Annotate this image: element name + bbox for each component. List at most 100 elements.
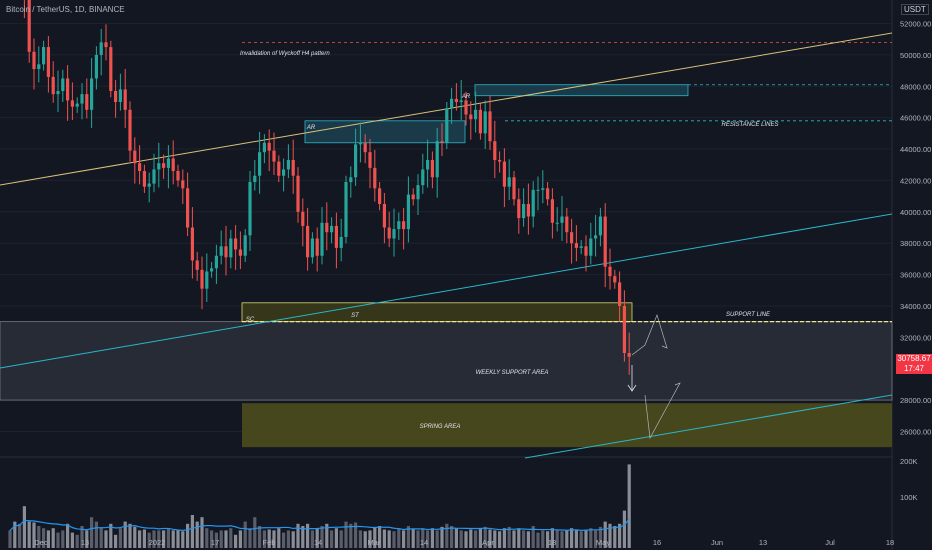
volume-bar — [483, 526, 487, 548]
volume-bar — [32, 522, 36, 548]
candle-body — [238, 249, 242, 256]
volume-bar — [550, 528, 554, 548]
candle-body — [282, 169, 286, 176]
currency-label[interactable]: USDT — [901, 4, 929, 15]
candle-body — [382, 203, 386, 228]
volume-bar — [382, 529, 386, 548]
time-tick: Feb — [263, 538, 276, 547]
last-price-label: 30758.67 17:47 — [896, 354, 932, 374]
candle-body — [262, 142, 266, 153]
candle-body — [27, 0, 31, 52]
price-tick: 40000.00 — [900, 208, 931, 217]
volume-tick: 200K — [900, 457, 918, 466]
volume-bar — [277, 528, 281, 548]
candle-body — [152, 169, 156, 184]
volume-bar — [85, 530, 89, 548]
candle-body — [224, 246, 228, 258]
candle-body — [306, 225, 310, 258]
volume-bar — [162, 530, 166, 548]
last-price-value: 30758.67 — [897, 354, 931, 363]
ar-label-2: AR — [461, 94, 471, 100]
resistance-box-1 — [304, 120, 466, 144]
volume-bar — [51, 528, 55, 548]
candle-body — [488, 111, 492, 142]
volume-bar — [454, 528, 458, 548]
volume-bar — [118, 528, 122, 548]
volume-bar — [627, 464, 631, 548]
candle-body — [354, 144, 358, 178]
support-label: SUPPORT LINE — [726, 312, 771, 318]
time-tick: 17 — [211, 538, 219, 547]
candle-body — [507, 177, 511, 187]
candle-body — [138, 163, 142, 172]
volume-bar — [80, 526, 84, 548]
volume-bar — [147, 532, 151, 548]
volume-bar — [498, 531, 502, 548]
time-tick: Mar — [368, 538, 381, 547]
candle-body — [531, 189, 535, 217]
time-tick: Dec — [34, 538, 48, 547]
ar-label-1: AR — [306, 125, 316, 131]
price-tick: 34000.00 — [900, 302, 931, 311]
volume-bar — [27, 521, 31, 548]
volume-bar — [267, 529, 271, 548]
lower-trendline — [524, 394, 893, 459]
volume-bar — [373, 526, 377, 548]
candle-body — [502, 161, 506, 187]
invalidation-label: Invalidation of Wyckoff H4 pattern — [240, 51, 330, 57]
candle-body — [594, 235, 598, 239]
volume-bar — [42, 528, 46, 548]
volume-bar — [325, 523, 329, 548]
candle-body — [171, 158, 175, 172]
price-tick: 28000.00 — [900, 396, 931, 405]
price-tick: 38000.00 — [900, 239, 931, 248]
candle-body — [142, 171, 146, 187]
volume-bar — [195, 521, 199, 548]
support-box — [241, 302, 633, 323]
time-tick: 14 — [314, 538, 322, 547]
annotation-labels: Invalidation of Wyckoff H4 pattern RESIST… — [240, 51, 778, 430]
volume-bar — [502, 528, 506, 548]
volume-bar — [181, 531, 185, 548]
candle-body — [368, 152, 372, 168]
candle-body — [42, 47, 46, 65]
volume-bar — [190, 515, 194, 548]
candle-body — [46, 47, 50, 77]
volume-bar — [56, 532, 60, 548]
candle-body — [219, 246, 223, 256]
volume-bar — [344, 521, 348, 548]
candle-body — [498, 160, 502, 162]
candle-body — [296, 175, 300, 212]
middle-trendline — [0, 213, 893, 369]
volume-bar — [310, 530, 314, 548]
volume-bar — [66, 523, 70, 548]
volume-bar — [435, 530, 439, 548]
volume-bar — [330, 530, 334, 548]
volume-bar — [579, 531, 583, 548]
st-label: ST — [351, 313, 360, 319]
volume-bar — [589, 528, 593, 548]
candle-body — [454, 98, 458, 102]
volume-bar — [152, 530, 156, 548]
candle-body — [181, 180, 185, 189]
volume-bar — [570, 528, 574, 548]
candle-body — [66, 78, 70, 101]
candle-body — [301, 211, 305, 226]
volume-bar — [286, 530, 290, 548]
volume-bar — [406, 526, 410, 548]
candle-body — [258, 152, 262, 176]
volume-bar — [104, 530, 108, 548]
volume-bar — [8, 530, 12, 548]
candle-body — [478, 109, 482, 134]
spring-area-label: SPRING AREA — [420, 424, 461, 430]
candle-body — [541, 188, 545, 190]
candle-body — [243, 235, 247, 256]
volume-bar — [546, 531, 550, 548]
candle-body — [286, 160, 290, 170]
volume-bar — [392, 531, 396, 548]
resistance-label: RESISTANCE LINES — [722, 122, 779, 128]
candle-body — [186, 188, 190, 228]
candle-body — [210, 268, 214, 272]
volume-bar — [94, 521, 98, 548]
